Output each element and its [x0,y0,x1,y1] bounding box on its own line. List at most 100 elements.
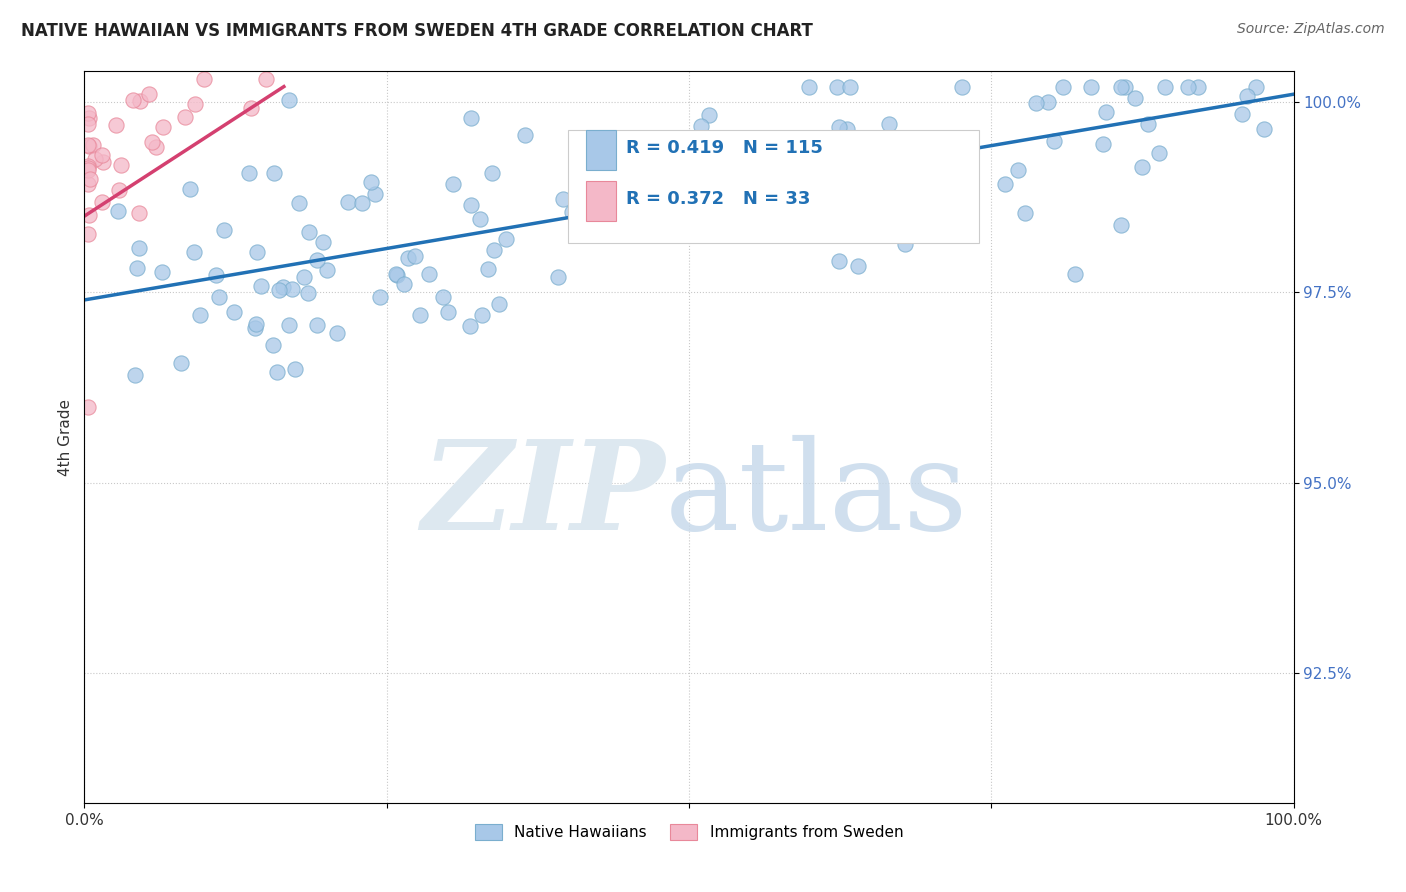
Point [267,283,290,297]
Point [105,118,128,132]
Point [387,268,409,282]
Point [190,308,212,322]
Point [326,326,349,341]
Text: R = 0.372   N = 33: R = 0.372 N = 33 [626,190,810,209]
Point [515,128,537,143]
Point [204,268,226,283]
Point [297,226,319,240]
Point [1043,134,1066,148]
Point [183,244,205,259]
Point [432,290,454,304]
Point [418,267,440,281]
Point [173,110,195,124]
Text: ZIP: ZIP [420,434,665,557]
Point [249,279,271,293]
Text: R = 0.419   N = 115: R = 0.419 N = 115 [626,139,823,157]
Point [495,232,517,246]
Point [787,213,810,227]
Point [1052,79,1074,94]
Point [470,308,492,322]
Point [122,93,145,107]
Point [240,101,263,115]
Point [238,165,260,179]
Point [437,305,460,319]
Point [77,163,100,178]
Point [284,362,307,376]
Point [150,265,173,279]
Point [152,120,174,135]
Point [77,118,100,132]
Point [441,177,464,191]
Point [460,111,482,125]
Point [84,152,107,166]
Point [179,181,201,195]
Point [943,131,966,145]
Point [208,290,231,304]
Point [193,72,215,87]
Point [368,290,391,304]
Point [394,277,416,291]
Point [815,151,838,165]
Point [1114,79,1136,94]
Point [129,94,152,108]
Point [1007,162,1029,177]
Point [1187,79,1209,94]
Point [141,136,163,150]
Point [1137,117,1160,131]
Point [460,198,482,212]
Point [292,269,315,284]
Point [273,280,295,294]
Point [1111,79,1133,94]
Point [364,186,387,201]
Point [77,161,100,175]
Point [1154,79,1177,94]
Point [90,148,112,162]
Point [316,262,339,277]
Point [938,152,960,166]
Point [468,212,491,227]
Point [184,97,207,112]
Point [77,177,100,191]
Point [846,259,869,273]
Point [77,159,100,173]
Point [636,163,658,178]
Point [1123,91,1146,105]
Point [307,253,329,268]
Point [477,261,499,276]
Point [1244,79,1267,94]
Point [1177,79,1199,94]
Point [82,138,104,153]
Point [169,355,191,369]
Point [792,190,814,204]
Point [1014,206,1036,220]
Point [350,195,373,210]
Point [838,79,860,94]
Point [797,79,820,94]
Point [727,222,749,236]
Point [738,184,761,198]
Point [128,241,150,255]
Point [396,251,419,265]
Point [145,140,167,154]
Point [828,120,851,134]
Point [1253,122,1275,136]
Point [127,260,149,275]
Point [994,177,1017,191]
Point [1036,95,1059,109]
Point [245,317,267,331]
Text: atlas: atlas [665,435,969,556]
Point [77,105,100,120]
Point [547,270,569,285]
Point [1149,145,1171,160]
Point [877,117,900,131]
Point [576,161,599,175]
Point [1025,95,1047,110]
Point [1080,79,1102,94]
Point [266,365,288,379]
FancyBboxPatch shape [568,130,979,244]
Point [384,267,406,281]
Point [212,223,235,237]
Point [360,175,382,189]
Point [307,318,329,332]
Bar [586,181,616,221]
